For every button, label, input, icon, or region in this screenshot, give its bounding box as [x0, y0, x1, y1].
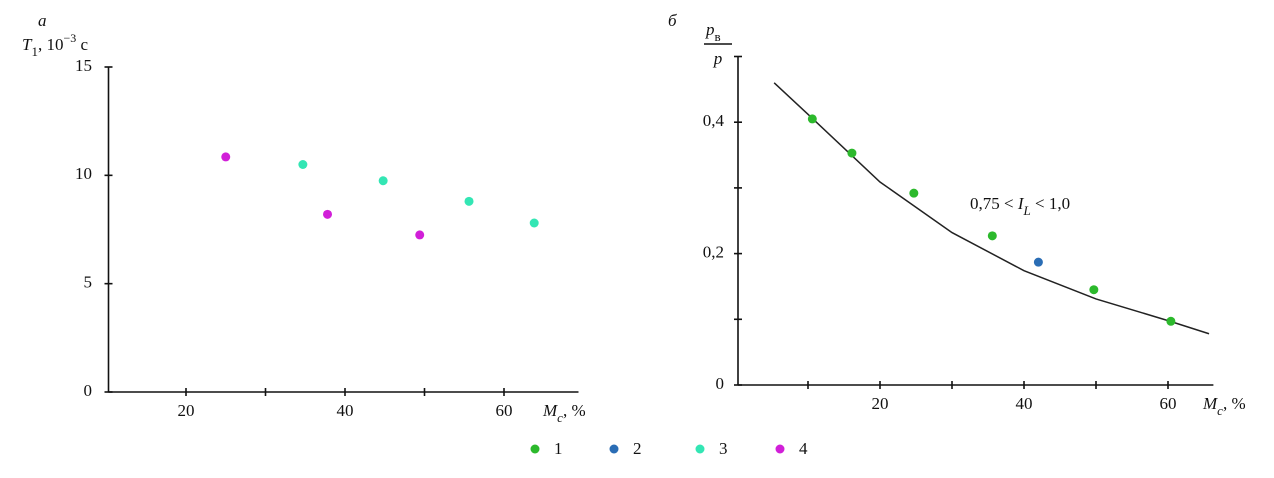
x-tick-label: 40 — [337, 401, 354, 420]
panel-label: а — [38, 11, 47, 30]
y-tick-label: 5 — [84, 273, 93, 292]
label: 0,75 < IL < 1,0 — [970, 194, 1070, 219]
label-part: < 1,0 — [1031, 194, 1070, 213]
label-part: c — [557, 410, 563, 425]
x-tick-label: 60 — [1160, 394, 1177, 413]
point — [807, 114, 817, 124]
label-part: , % — [563, 401, 586, 420]
label-part: , % — [1223, 394, 1246, 413]
label-part: I — [1017, 194, 1025, 213]
legend-label: 1 — [554, 439, 563, 458]
y-tick-label: 15 — [75, 56, 92, 75]
point — [1166, 316, 1176, 326]
label-part: с — [76, 35, 88, 54]
label-part: p — [705, 20, 715, 39]
label: pв — [705, 20, 721, 45]
label-part: M — [1202, 394, 1218, 413]
label-part: 1 — [31, 44, 38, 59]
point — [909, 188, 919, 198]
label-part: 0,75 < — [970, 194, 1018, 213]
x-tick-label: 20 — [178, 401, 195, 420]
x-tick-label: 40 — [1016, 394, 1033, 413]
y-tick-label: 0 — [716, 374, 725, 393]
point — [221, 152, 231, 162]
legend-marker — [695, 444, 705, 454]
legend-label: 4 — [799, 439, 808, 458]
point — [1089, 285, 1099, 295]
ylabel-denominator: p — [713, 49, 723, 68]
label-part: −3 — [63, 31, 76, 45]
label-part: L — [1023, 203, 1031, 218]
label: Mc, % — [1202, 394, 1246, 419]
x-tick-label: 60 — [496, 401, 513, 420]
legend-marker — [775, 444, 785, 454]
y-tick-label: 0,4 — [703, 111, 725, 130]
label-part: T — [22, 35, 33, 54]
point — [378, 176, 388, 186]
point — [987, 231, 997, 241]
label-part: c — [1217, 403, 1223, 418]
fit-curve — [773, 82, 1210, 335]
point — [847, 148, 857, 158]
label: Mc, % — [542, 401, 586, 426]
label-part: в — [715, 29, 721, 44]
point — [415, 230, 425, 240]
y-tick-label: 10 — [75, 164, 92, 183]
y-tick-label: 0 — [84, 381, 93, 400]
point — [298, 160, 308, 169]
label: T1, 10−3 с — [22, 31, 89, 60]
panel-label: б — [668, 11, 677, 30]
legend-label: 3 — [719, 439, 728, 458]
point — [323, 209, 333, 219]
legend-marker — [530, 444, 540, 454]
x-tick-label: 20 — [872, 394, 889, 413]
point — [1033, 257, 1043, 267]
point — [529, 218, 539, 228]
label-part: M — [542, 401, 558, 420]
label-part: , 10 — [38, 35, 64, 54]
y-tick-label: 0,2 — [703, 243, 724, 262]
point — [464, 196, 474, 206]
legend-marker — [609, 444, 619, 454]
legend-label: 2 — [633, 439, 642, 458]
